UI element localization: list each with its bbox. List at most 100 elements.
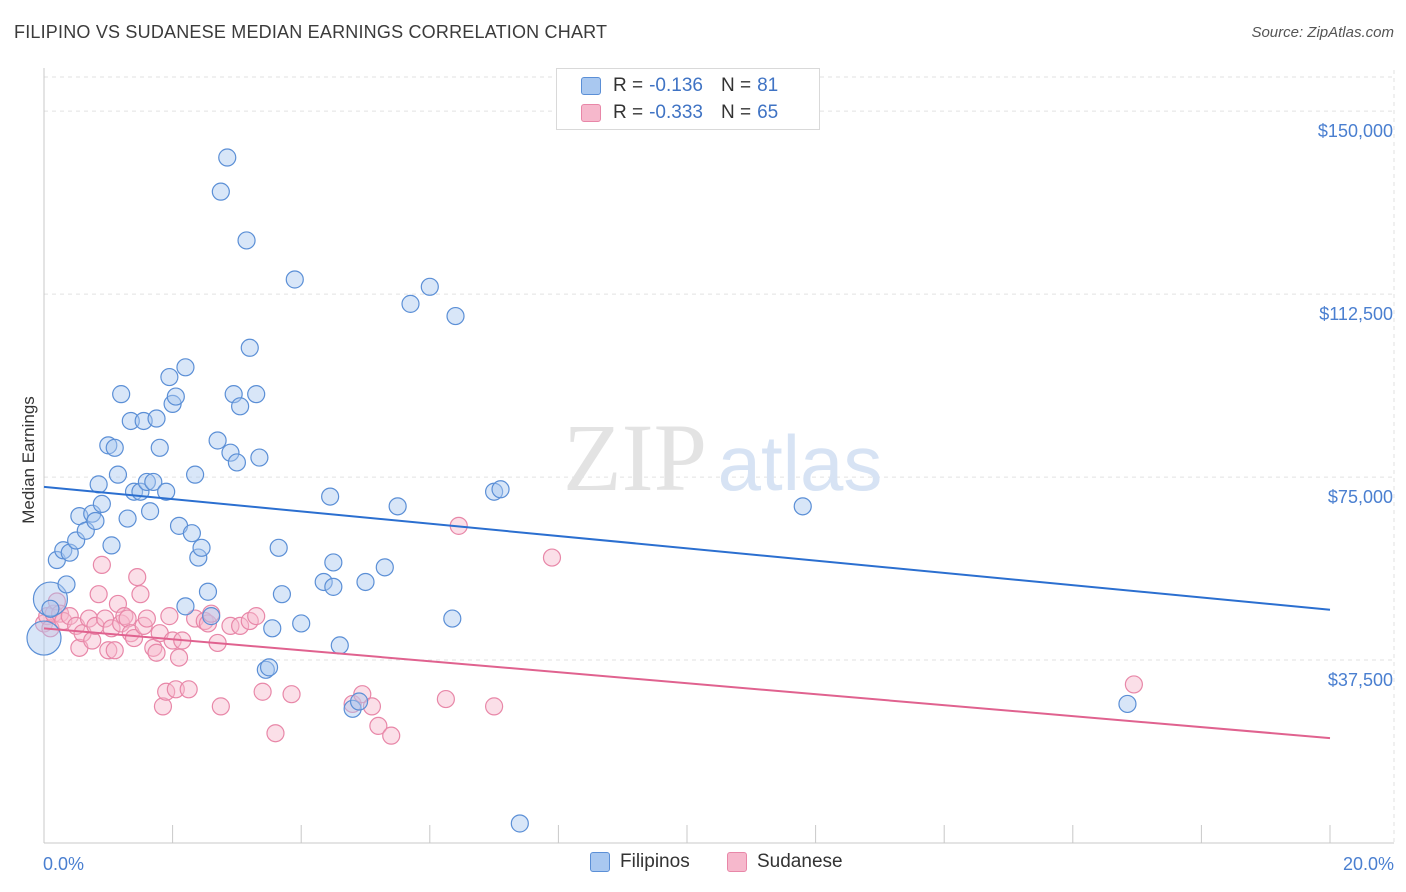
filipinos-point-63	[324, 553, 343, 572]
y-tick-label-1: $75,000	[1328, 487, 1393, 507]
r-value: -0.333	[649, 102, 703, 123]
sudanese-point-11	[79, 609, 99, 628]
filipinos-point-61	[321, 487, 340, 506]
filipinos-swatch	[590, 852, 610, 872]
filipinos-point-27	[147, 409, 166, 428]
filipinos-point-64	[330, 636, 349, 655]
filipinos-point-30	[160, 367, 179, 387]
filipinos-point-12	[89, 475, 108, 494]
filipinos-point-54	[259, 658, 279, 677]
sudanese-point-59	[436, 689, 455, 709]
filipinos-point-40	[198, 582, 218, 601]
filipinos-swatch	[581, 77, 601, 95]
series-legend: Filipinos Sudanese	[0, 851, 1406, 877]
filipinos-point-69	[388, 497, 407, 516]
filipinos-point-17	[108, 465, 128, 484]
sudanese-point-17	[99, 641, 118, 660]
x-tick-label-min: 0.0%	[43, 854, 84, 874]
filipinos-point-41	[202, 607, 221, 626]
filipinos-point-13	[92, 494, 111, 514]
sudanese-point-19	[105, 641, 124, 660]
sudanese-point-29	[137, 609, 156, 628]
filipinos-point-39	[192, 538, 211, 557]
filipinos-point-36	[182, 524, 201, 543]
filipinos-point-48	[231, 397, 250, 416]
sudanese-point-22	[115, 607, 134, 626]
filipinos-point-50	[240, 338, 259, 357]
y-axis-label: Median Earnings	[19, 396, 38, 524]
legend-row-filipinos: R = -0.136 N = 81	[581, 73, 778, 99]
legend-item-filipinos[interactable]: Filipinos	[590, 851, 690, 873]
filipinos-point-56	[269, 538, 288, 557]
filipinos-point-35	[176, 358, 195, 377]
n-value: 81	[757, 75, 779, 96]
sudanese-point-63	[1124, 675, 1143, 694]
sudanese-point-40	[179, 680, 198, 699]
filipinos-point-19	[118, 509, 137, 528]
filipinos-point-60	[314, 572, 333, 592]
filipinos-point-37	[186, 465, 205, 484]
filipinos-point-7	[67, 531, 86, 550]
chart-title: FILIPINO VS SUDANESE MEDIAN EARNINGS COR…	[14, 22, 608, 42]
r-label: R =	[613, 102, 644, 123]
filipinos-point-78	[1118, 694, 1137, 714]
filipinos-point-72	[443, 609, 462, 628]
sudanese-point-62	[542, 548, 562, 567]
sudanese-point-50	[247, 607, 266, 626]
filipinos-point-57	[272, 585, 292, 604]
sudanese-swatch	[581, 104, 601, 122]
filipinos-point-55	[263, 619, 282, 638]
filipinos-point-52	[250, 448, 269, 467]
sudanese-point-18	[102, 619, 121, 638]
sudanese-point-46	[211, 697, 230, 716]
sudanese-point-14	[89, 585, 108, 604]
n-label: N =	[720, 75, 752, 96]
filipinos-point-73	[446, 306, 465, 326]
filipinos-point-76	[510, 814, 529, 833]
legend-row-sudanese: R = -0.333 N = 65	[581, 100, 778, 126]
filipinos-point-38	[189, 548, 208, 567]
sudanese-point-38	[169, 648, 189, 667]
filipinos-point-62	[324, 577, 343, 596]
r-value: -0.136	[649, 75, 703, 96]
trend-lines	[43, 485, 1331, 740]
y-tick-label-2: $112,500	[1319, 304, 1393, 324]
r-label: R =	[613, 75, 644, 96]
filipinos-point-68	[375, 558, 394, 577]
sudanese-point-52	[266, 724, 285, 743]
sudanese-points	[34, 516, 1143, 745]
y-tick-label-3: $150,000	[1318, 121, 1393, 141]
sudanese-point-48	[231, 616, 250, 635]
filipinos-point-28	[150, 438, 169, 457]
filipinos-point-71	[420, 277, 439, 296]
filipinos-point-42	[208, 431, 227, 450]
x-tick-label-max: 20.0%	[1343, 854, 1394, 874]
watermark-zip: ZIP	[563, 404, 707, 511]
sudanese-point-23	[118, 609, 137, 628]
sudanese-swatch	[727, 852, 747, 872]
correlation-legend: R = -0.136 N = 81 R = -0.333 N = 65	[556, 68, 820, 130]
y-tick-label-0: $37,500	[1328, 670, 1393, 690]
filipinos-point-34	[176, 597, 195, 616]
filipinos-point-65	[343, 699, 362, 718]
sudanese-point-47	[221, 616, 240, 635]
sudanese-point-53	[282, 685, 301, 704]
filipinos-point-9	[76, 521, 95, 540]
filipinos-point-75	[491, 480, 510, 499]
filipinos-point-70	[401, 294, 420, 313]
legend-label-filipinos: Filipinos	[620, 851, 690, 872]
sudanese-point-58	[382, 726, 401, 745]
filipinos-point-45	[221, 443, 240, 462]
filipinos-point-24	[137, 472, 156, 492]
filipinos-point-18	[112, 385, 131, 404]
n-label: N =	[720, 102, 752, 123]
legend-item-sudanese[interactable]: Sudanese	[727, 851, 843, 873]
filipinos-point-59	[292, 614, 311, 633]
filipinos-point-2	[41, 599, 60, 618]
source-credit: Source: ZipAtlas.com	[1251, 24, 1394, 41]
filipinos-point-29	[157, 482, 176, 501]
sudanese-trend-line	[43, 627, 1331, 740]
filipinos-point-11	[86, 511, 105, 531]
sudanese-point-12	[83, 631, 102, 650]
